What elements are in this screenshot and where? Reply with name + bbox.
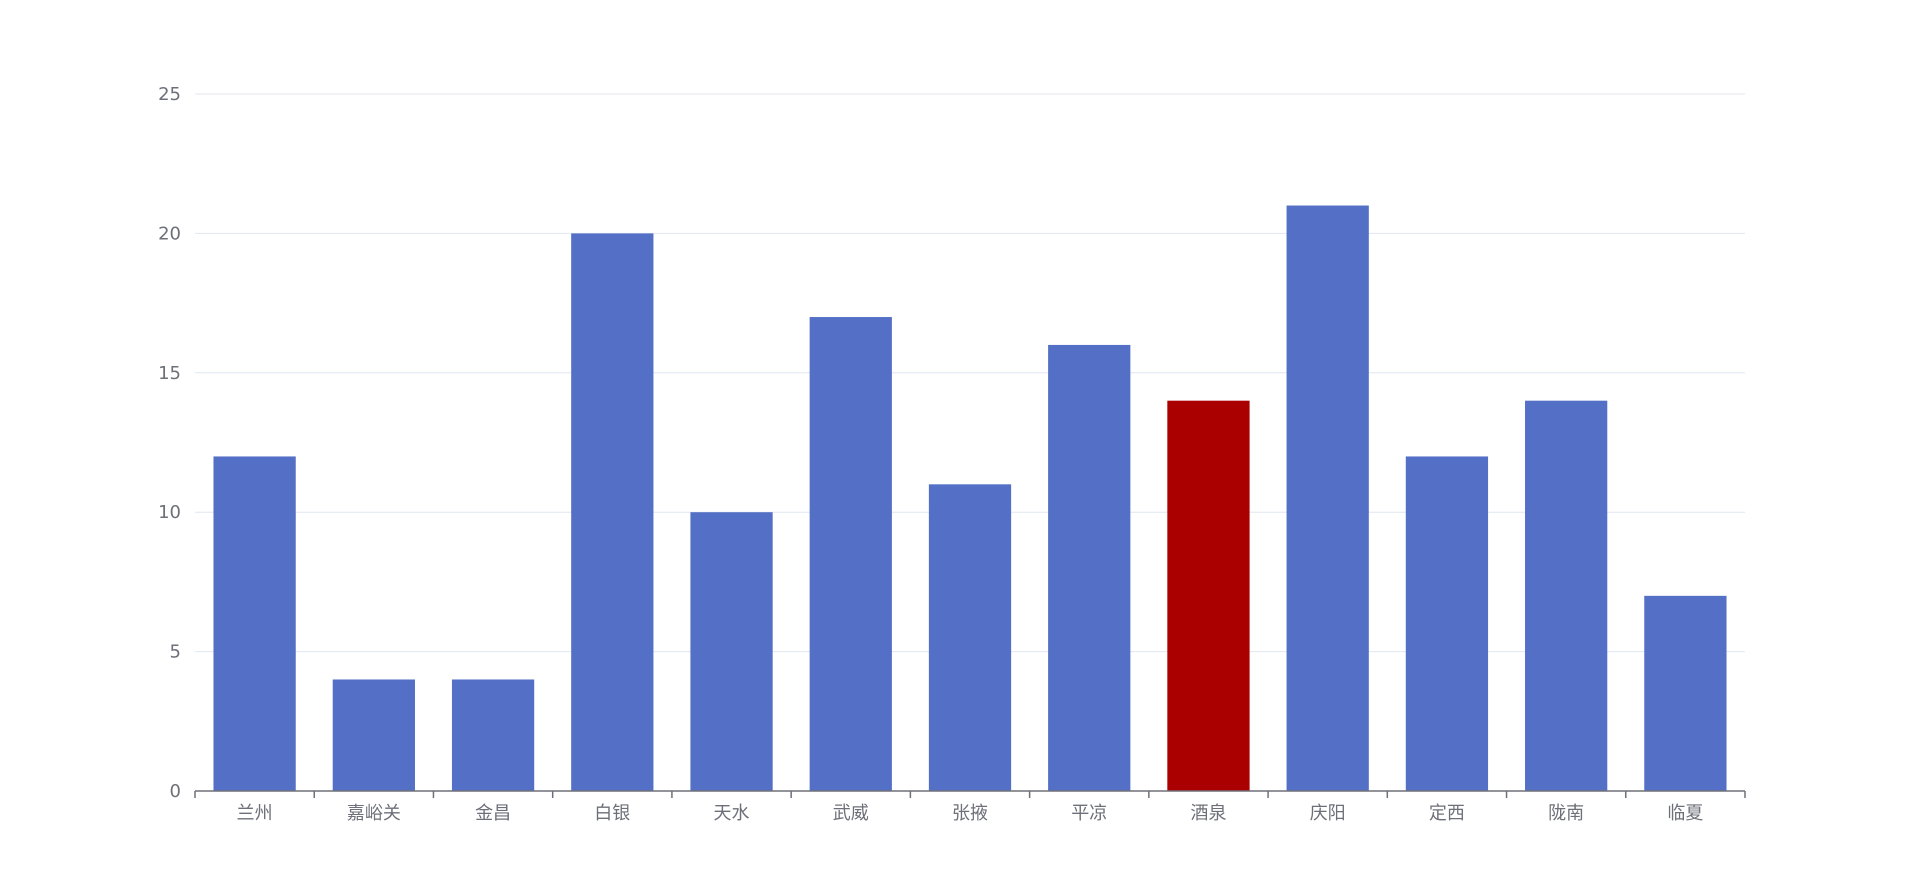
x-tick-label: 庆阳 [1310, 803, 1346, 824]
bar[interactable] [1048, 344, 1131, 791]
x-axis-tick-labels: 兰州 嘉峪关 金昌 白银 天水 武威 张掖 平凉 酒泉 庆阳 定西 陇南 临夏 [237, 803, 1704, 824]
y-tick-label: 25 [158, 84, 181, 105]
bar[interactable] [213, 456, 296, 791]
bar[interactable] [1644, 595, 1727, 791]
bar[interactable] [1286, 205, 1369, 791]
x-axis [194, 790, 1746, 798]
x-tick-label: 金昌 [475, 803, 511, 824]
bar-highlighted[interactable] [1167, 400, 1250, 791]
y-tick-label: 20 [158, 223, 181, 244]
bar[interactable] [928, 484, 1012, 791]
x-tick-label: 定西 [1429, 803, 1465, 824]
x-tick-label: 张掖 [952, 803, 988, 824]
bar[interactable] [809, 317, 892, 791]
x-tick-label: 平凉 [1071, 803, 1107, 824]
bar[interactable] [690, 512, 773, 791]
bar[interactable] [1405, 456, 1489, 791]
bars [213, 205, 1727, 791]
y-tick-label: 15 [158, 363, 181, 384]
y-tick-label: 5 [170, 642, 181, 663]
y-axis-tick-labels: 0 5 10 15 20 25 [158, 84, 181, 802]
x-tick-label: 陇南 [1548, 803, 1584, 824]
x-tick-label: 天水 [714, 803, 750, 824]
x-tick-label: 白银 [594, 803, 630, 824]
bar[interactable] [451, 679, 535, 791]
x-tick-label: 嘉峪关 [347, 803, 401, 824]
y-tick-label: 0 [170, 781, 181, 802]
bar[interactable] [1525, 400, 1608, 791]
y-tick-label: 10 [158, 502, 181, 523]
x-tick-label: 临夏 [1667, 803, 1703, 824]
bar[interactable] [332, 679, 415, 791]
x-tick-label: 酒泉 [1190, 803, 1226, 824]
x-tick-label: 武威 [833, 803, 869, 824]
bar[interactable] [571, 233, 654, 791]
x-tick-label: 兰州 [237, 803, 273, 824]
